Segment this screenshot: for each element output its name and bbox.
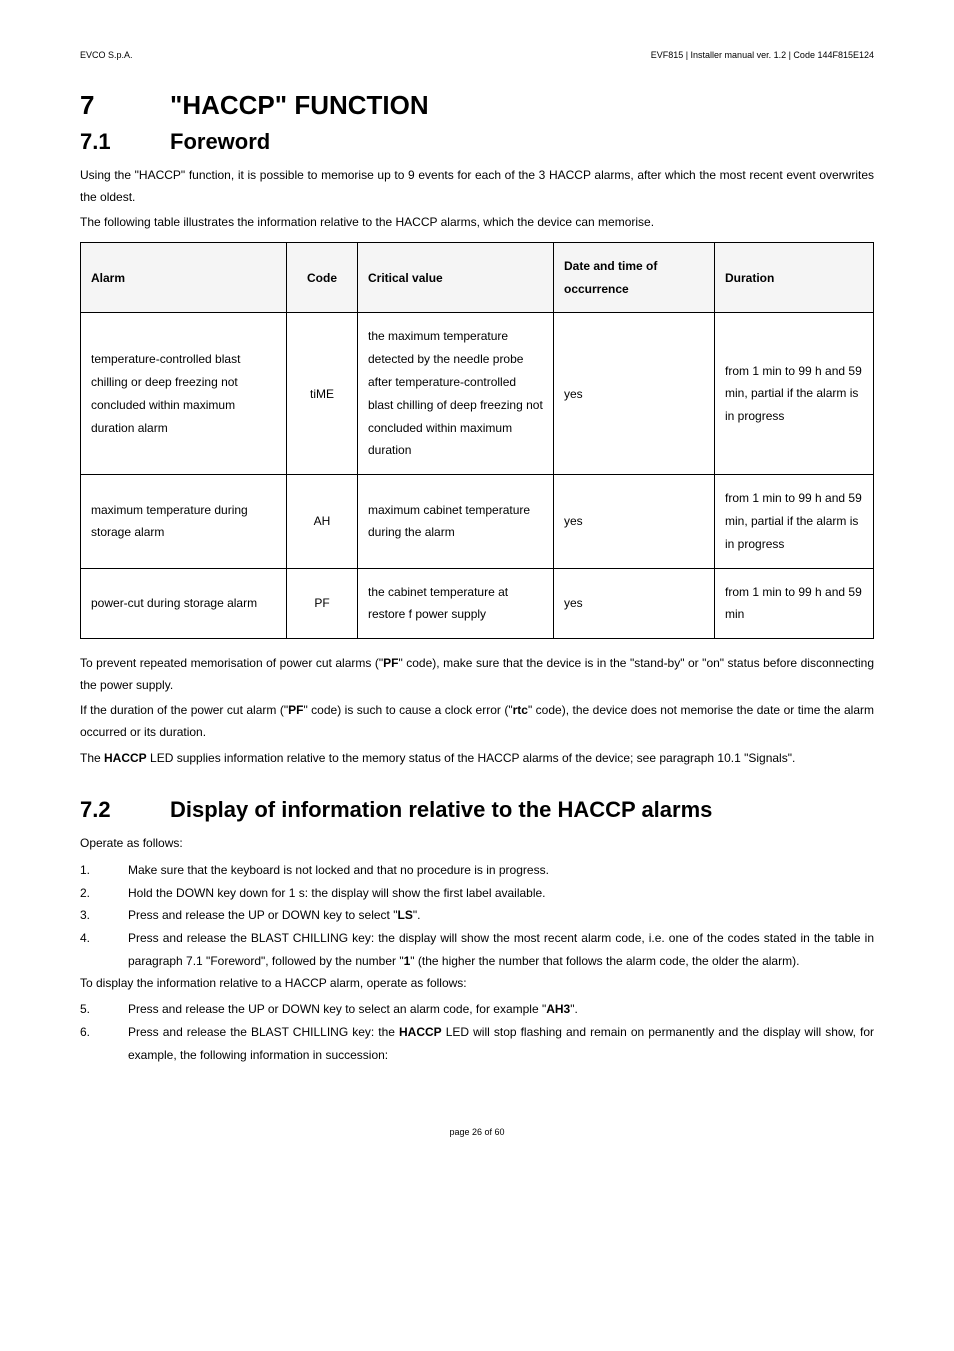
cell-duration: from 1 min to 99 h and 59 min xyxy=(715,568,874,639)
text: Press and release the UP or DOWN key to … xyxy=(128,908,397,922)
th-duration: Duration xyxy=(715,242,874,313)
mid-instruction: To display the information relative to a… xyxy=(80,973,874,995)
section-text: Foreword xyxy=(170,129,270,154)
cell-critical: the maximum temperature detected by the … xyxy=(358,313,554,475)
step-text: Hold the DOWN key down for 1 s: the disp… xyxy=(128,882,874,905)
text: The xyxy=(80,751,104,765)
haccp-alarms-table: Alarm Code Critical value Date and time … xyxy=(80,242,874,639)
code-pf: PF xyxy=(383,656,398,670)
step-text: Press and release the BLAST CHILLING key… xyxy=(128,1021,874,1067)
text: To prevent repeated memorisation of powe… xyxy=(80,656,383,670)
code-ls: LS xyxy=(397,908,412,922)
cell-alarm: temperature-controlled blast chilling or… xyxy=(81,313,287,475)
table-body: temperature-controlled blast chilling or… xyxy=(81,313,874,639)
text: ". xyxy=(570,1002,578,1016)
after-p1: To prevent repeated memorisation of powe… xyxy=(80,653,874,696)
steps-list-2: 5. Press and release the UP or DOWN key … xyxy=(80,998,874,1066)
list-item: 3. Press and release the UP or DOWN key … xyxy=(80,904,874,927)
section-number: 7.2 xyxy=(80,797,170,823)
chapter-text: "HACCP" FUNCTION xyxy=(170,90,429,120)
header-left: EVCO S.p.A. xyxy=(80,50,133,60)
step-text: Press and release the UP or DOWN key to … xyxy=(128,904,874,927)
after-p2: If the duration of the power cut alarm (… xyxy=(80,700,874,743)
step-number: 2. xyxy=(80,882,128,905)
table-row: power-cut during storage alarm PF the ca… xyxy=(81,568,874,639)
cell-datetime: yes xyxy=(554,568,715,639)
chapter-title: 7"HACCP" FUNCTION xyxy=(80,90,874,121)
operate-intro: Operate as follows: xyxy=(80,833,874,855)
text: Press and release the BLAST CHILLING key… xyxy=(128,1025,399,1039)
text: " code) is such to cause a clock error (… xyxy=(303,703,512,717)
table-header-row: Alarm Code Critical value Date and time … xyxy=(81,242,874,313)
cell-alarm: power-cut during storage alarm xyxy=(81,568,287,639)
text: " (the higher the number that follows th… xyxy=(410,954,799,968)
th-datetime: Date and time of occurrence xyxy=(554,242,715,313)
cell-code: tiME xyxy=(287,313,358,475)
table-row: temperature-controlled blast chilling or… xyxy=(81,313,874,475)
code-ah3: AH3 xyxy=(546,1002,570,1016)
step-number: 6. xyxy=(80,1021,128,1067)
cell-code: AH xyxy=(287,475,358,568)
code-pf: PF xyxy=(288,703,303,717)
step-number: 1. xyxy=(80,859,128,882)
text: ". xyxy=(413,908,421,922)
list-item: 4. Press and release the BLAST CHILLING … xyxy=(80,927,874,973)
th-alarm: Alarm xyxy=(81,242,287,313)
section-number: 7.1 xyxy=(80,129,170,155)
cell-alarm: maximum temperature during storage alarm xyxy=(81,475,287,568)
after-p3: The HACCP LED supplies information relat… xyxy=(80,748,874,770)
list-item: 5. Press and release the UP or DOWN key … xyxy=(80,998,874,1021)
cell-datetime: yes xyxy=(554,313,715,475)
code-rtc: rtc xyxy=(513,703,528,717)
cell-duration: from 1 min to 99 h and 59 min, partial i… xyxy=(715,475,874,568)
th-code: Code xyxy=(287,242,358,313)
chapter-number: 7 xyxy=(80,90,170,121)
text: If the duration of the power cut alarm (… xyxy=(80,703,288,717)
page: EVCO S.p.A. EVF815 | Installer manual ve… xyxy=(0,0,954,1177)
cell-critical: the cabinet temperature at restore f pow… xyxy=(358,568,554,639)
step-number: 4. xyxy=(80,927,128,973)
page-header: EVCO S.p.A. EVF815 | Installer manual ve… xyxy=(80,50,874,60)
step-text: Press and release the BLAST CHILLING key… xyxy=(128,927,874,973)
cell-code: PF xyxy=(287,568,358,639)
list-item: 1. Make sure that the keyboard is not lo… xyxy=(80,859,874,882)
code-haccp: HACCP xyxy=(399,1025,442,1039)
step-text: Press and release the UP or DOWN key to … xyxy=(128,998,874,1021)
cell-critical: maximum cabinet temperature during the a… xyxy=(358,475,554,568)
cell-datetime: yes xyxy=(554,475,715,568)
text: LED supplies information relative to the… xyxy=(147,751,796,765)
list-item: 6. Press and release the BLAST CHILLING … xyxy=(80,1021,874,1067)
table-row: maximum temperature during storage alarm… xyxy=(81,475,874,568)
steps-list-1: 1. Make sure that the keyboard is not lo… xyxy=(80,859,874,973)
section-7-1-title: 7.1Foreword xyxy=(80,129,874,155)
list-item: 2. Hold the DOWN key down for 1 s: the d… xyxy=(80,882,874,905)
page-footer: page 26 of 60 xyxy=(80,1127,874,1137)
section-7-2-title: 7.2Display of information relative to th… xyxy=(80,797,874,823)
foreword-p1: Using the "HACCP" function, it is possib… xyxy=(80,165,874,208)
section-text: Display of information relative to the H… xyxy=(170,797,712,822)
step-number: 5. xyxy=(80,998,128,1021)
foreword-p2: The following table illustrates the info… xyxy=(80,212,874,234)
code-haccp: HACCP xyxy=(104,751,147,765)
text: Press and release the UP or DOWN key to … xyxy=(128,1002,546,1016)
step-number: 3. xyxy=(80,904,128,927)
cell-duration: from 1 min to 99 h and 59 min, partial i… xyxy=(715,313,874,475)
step-text: Make sure that the keyboard is not locke… xyxy=(128,859,874,882)
header-right: EVF815 | Installer manual ver. 1.2 | Cod… xyxy=(651,50,874,60)
th-critical: Critical value xyxy=(358,242,554,313)
